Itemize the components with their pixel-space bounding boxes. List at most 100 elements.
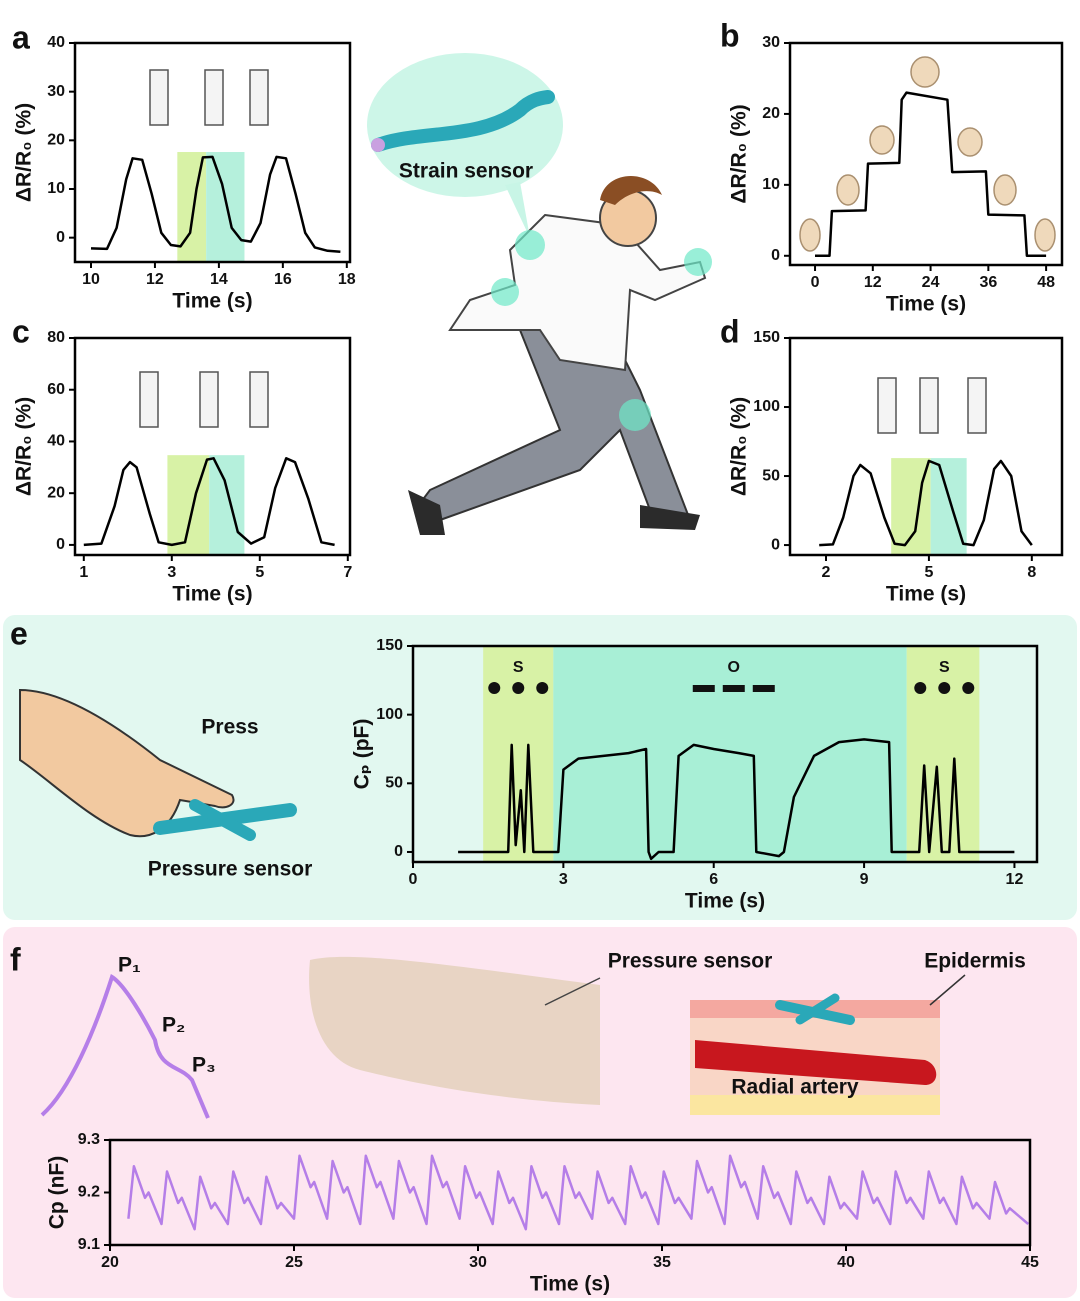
wrist-photo	[309, 956, 600, 1105]
panel-letter: f	[10, 941, 21, 977]
p1-label: P₁	[118, 954, 141, 977]
x-tick-label: 6	[709, 871, 718, 888]
y-tick-label: 9.1	[78, 1236, 100, 1253]
y-tick-label: 60	[47, 381, 65, 398]
x-tick-label: 3	[559, 871, 568, 888]
panel-letter: d	[720, 313, 740, 349]
x-tick-label: 12	[864, 274, 882, 291]
panel-letter: e	[10, 615, 28, 651]
axes-frame	[108, 1138, 1032, 1247]
y-tick-label: 10	[762, 176, 780, 193]
x-tick-label: 8	[1027, 564, 1036, 581]
annotation-dash	[722, 685, 745, 692]
annotation-dot	[512, 682, 525, 694]
panel-letter: b	[720, 17, 740, 53]
annotation-dash	[692, 685, 715, 692]
data-line	[815, 91, 1047, 258]
y-tick-label: 0	[56, 229, 65, 246]
highlight-band	[906, 646, 980, 862]
y-axis-label: ΔR/R₀ (%)	[728, 104, 751, 203]
x-axis-label: Time (s)	[172, 290, 252, 313]
x-tick-label: 12	[1006, 871, 1024, 888]
y-tick-label: 0	[394, 843, 403, 860]
y-tick-label: 20	[47, 484, 65, 501]
x-tick-label: 36	[979, 274, 997, 291]
x-tick-label: 48	[1037, 274, 1055, 291]
y-axis-label: ΔR/R₀ (%)	[13, 397, 36, 496]
y-axis-label: Cₚ (pF)	[351, 719, 374, 790]
x-tick-label: 5	[255, 564, 264, 581]
person-figures	[139, 69, 987, 434]
x-tick-label: 5	[924, 564, 933, 581]
x-tick-label: 45	[1021, 1254, 1039, 1271]
callout-line	[544, 977, 601, 1006]
x-tick-label: 35	[653, 1254, 671, 1271]
panel-letter: a	[12, 19, 30, 55]
x-tick-label: 12	[146, 271, 164, 288]
y-tick-label: 50	[762, 467, 780, 484]
x-tick-label: 18	[338, 271, 356, 288]
y-tick-label: 100	[376, 706, 403, 723]
finger-press-illustration	[19, 688, 297, 841]
pressure-sensor-f-label: Pressure sensor	[608, 950, 773, 973]
y-tick-label: 30	[47, 83, 65, 100]
data-line	[90, 155, 341, 254]
data-line	[819, 459, 1033, 547]
highlight-band	[206, 152, 245, 262]
annotation-dot	[536, 682, 549, 694]
y-tick-label: 20	[762, 105, 780, 122]
y-axis-label: ΔR/R₀ (%)	[728, 397, 751, 496]
x-tick-label: 10	[82, 271, 100, 288]
y-tick-label: 150	[376, 637, 403, 654]
annotation-dot	[962, 682, 975, 694]
highlight-band	[209, 455, 245, 555]
x-tick-label: 16	[274, 271, 292, 288]
y-tick-label: 0	[771, 247, 780, 264]
x-tick-label: 0	[811, 274, 820, 291]
axes-frame	[788, 336, 1064, 557]
pressure-sensor-label: Pressure sensor	[148, 858, 313, 881]
y-tick-label: 30	[762, 34, 780, 51]
data-line	[127, 1154, 1030, 1231]
y-tick-label: 50	[385, 775, 403, 792]
y-tick-label: 0	[56, 536, 65, 553]
x-tick-label: 2	[822, 564, 831, 581]
annotation-dot	[914, 682, 927, 694]
x-tick-label: 0	[409, 871, 418, 888]
x-tick-label: 24	[922, 274, 940, 291]
press-label: Press	[201, 716, 258, 739]
y-tick-label: 80	[47, 329, 65, 346]
annotation-dot	[938, 682, 951, 694]
epidermis-label: Epidermis	[924, 950, 1026, 973]
y-tick-label: 9.3	[78, 1131, 100, 1148]
annotation-dash	[752, 685, 775, 692]
strain-sensor-label: Strain sensor	[399, 160, 533, 183]
annotation: O	[728, 659, 740, 676]
x-axis-label: Time (s)	[685, 890, 765, 913]
x-tick-label: 1	[79, 564, 88, 581]
annotation-dot	[488, 682, 501, 694]
p2-label: P₂	[162, 1014, 185, 1037]
x-tick-label: 25	[285, 1254, 303, 1271]
data-line	[83, 457, 335, 547]
runner-illustration	[367, 53, 712, 535]
x-tick-label: 40	[837, 1254, 855, 1271]
x-tick-label: 3	[167, 564, 176, 581]
pulse-waveform-sketch	[40, 973, 210, 1119]
x-axis-label: Time (s)	[530, 1273, 610, 1296]
axes-frame	[788, 41, 1064, 267]
y-tick-label: 20	[47, 132, 65, 149]
radial-artery-label: Radial artery	[731, 1076, 859, 1099]
x-axis-label: Time (s)	[172, 583, 252, 606]
x-tick-label: 30	[469, 1254, 487, 1271]
y-axis-label: ΔR/R₀ (%)	[13, 103, 36, 202]
y-tick-label: 9.2	[78, 1184, 100, 1201]
x-tick-label: 14	[210, 271, 228, 288]
x-tick-label: 9	[860, 871, 869, 888]
x-axis-label: Time (s)	[886, 583, 966, 606]
x-tick-label: 7	[343, 564, 352, 581]
hand-figures	[799, 56, 1056, 252]
data-line	[458, 738, 1015, 861]
y-tick-label: 10	[47, 180, 65, 197]
